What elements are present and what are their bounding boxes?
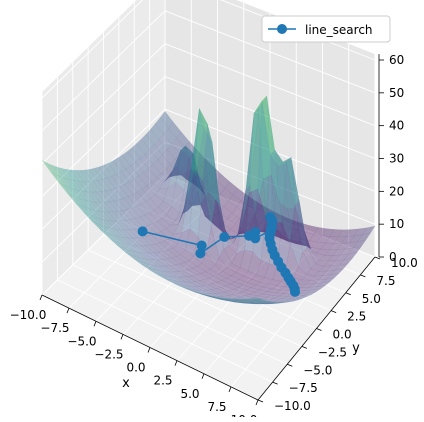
x-tick-label: −7.5	[40, 321, 69, 335]
data-point	[250, 233, 260, 243]
x-tick-mark	[229, 387, 231, 392]
y-tick-mark	[287, 364, 292, 366]
y-tick-label: 2.5	[347, 310, 366, 324]
data-point	[195, 248, 205, 258]
y-tick-mark	[346, 293, 351, 295]
x-axis-label: x	[122, 376, 130, 391]
x-tick-label: −5.0	[67, 334, 96, 348]
x-tick-label: −2.5	[94, 347, 123, 361]
x-tick-mark	[94, 321, 96, 326]
y-tick-mark	[317, 329, 322, 331]
x-tick-label: −10.0	[10, 308, 47, 322]
y-tick-label: 0.0	[333, 328, 352, 342]
legend-label: line_search	[305, 23, 373, 37]
x-tick-label: 2.5	[153, 374, 172, 388]
legend-marker-swatch	[277, 24, 287, 34]
y-tick-label: −10.0	[274, 399, 311, 413]
z-tick-label: 60	[389, 53, 404, 67]
data-point	[290, 287, 300, 297]
z-tick-label: 30	[389, 152, 404, 166]
x-tick-mark	[256, 400, 258, 405]
y-tick-label: −2.5	[318, 345, 347, 359]
z-tick-label: 20	[389, 184, 404, 198]
y-tick-label: −7.5	[289, 381, 318, 395]
y-tick-mark	[273, 382, 278, 384]
y-tick-label: −5.0	[303, 363, 332, 377]
data-point	[219, 232, 229, 242]
data-point	[138, 226, 148, 236]
x-tick-label: 0.0	[126, 361, 145, 375]
legend: line_search	[262, 16, 390, 42]
x-tick-mark	[121, 334, 123, 339]
y-tick-label: 5.0	[362, 292, 381, 306]
x-tick-mark	[148, 348, 150, 353]
y-tick-mark	[258, 400, 263, 402]
x-tick-mark	[175, 361, 177, 366]
z-tick-label: 0	[389, 250, 397, 264]
z-tick-label: 50	[389, 86, 404, 100]
x-tick-mark	[67, 308, 69, 313]
z-tick-label: 40	[389, 119, 404, 133]
x-tick-label: 5.0	[180, 387, 199, 401]
y-tick-label: 7.5	[376, 274, 395, 288]
x-tick-mark	[40, 295, 42, 300]
z-tick-label: 10	[389, 217, 404, 231]
y-axis-label: y	[352, 341, 360, 356]
y-tick-mark	[302, 346, 307, 348]
x-tick-label: 7.5	[207, 400, 226, 414]
y-tick-mark	[360, 275, 365, 277]
y-tick-mark	[331, 311, 336, 313]
x-tick-mark	[202, 374, 204, 379]
x-tick-label: 10.0	[231, 413, 258, 417]
